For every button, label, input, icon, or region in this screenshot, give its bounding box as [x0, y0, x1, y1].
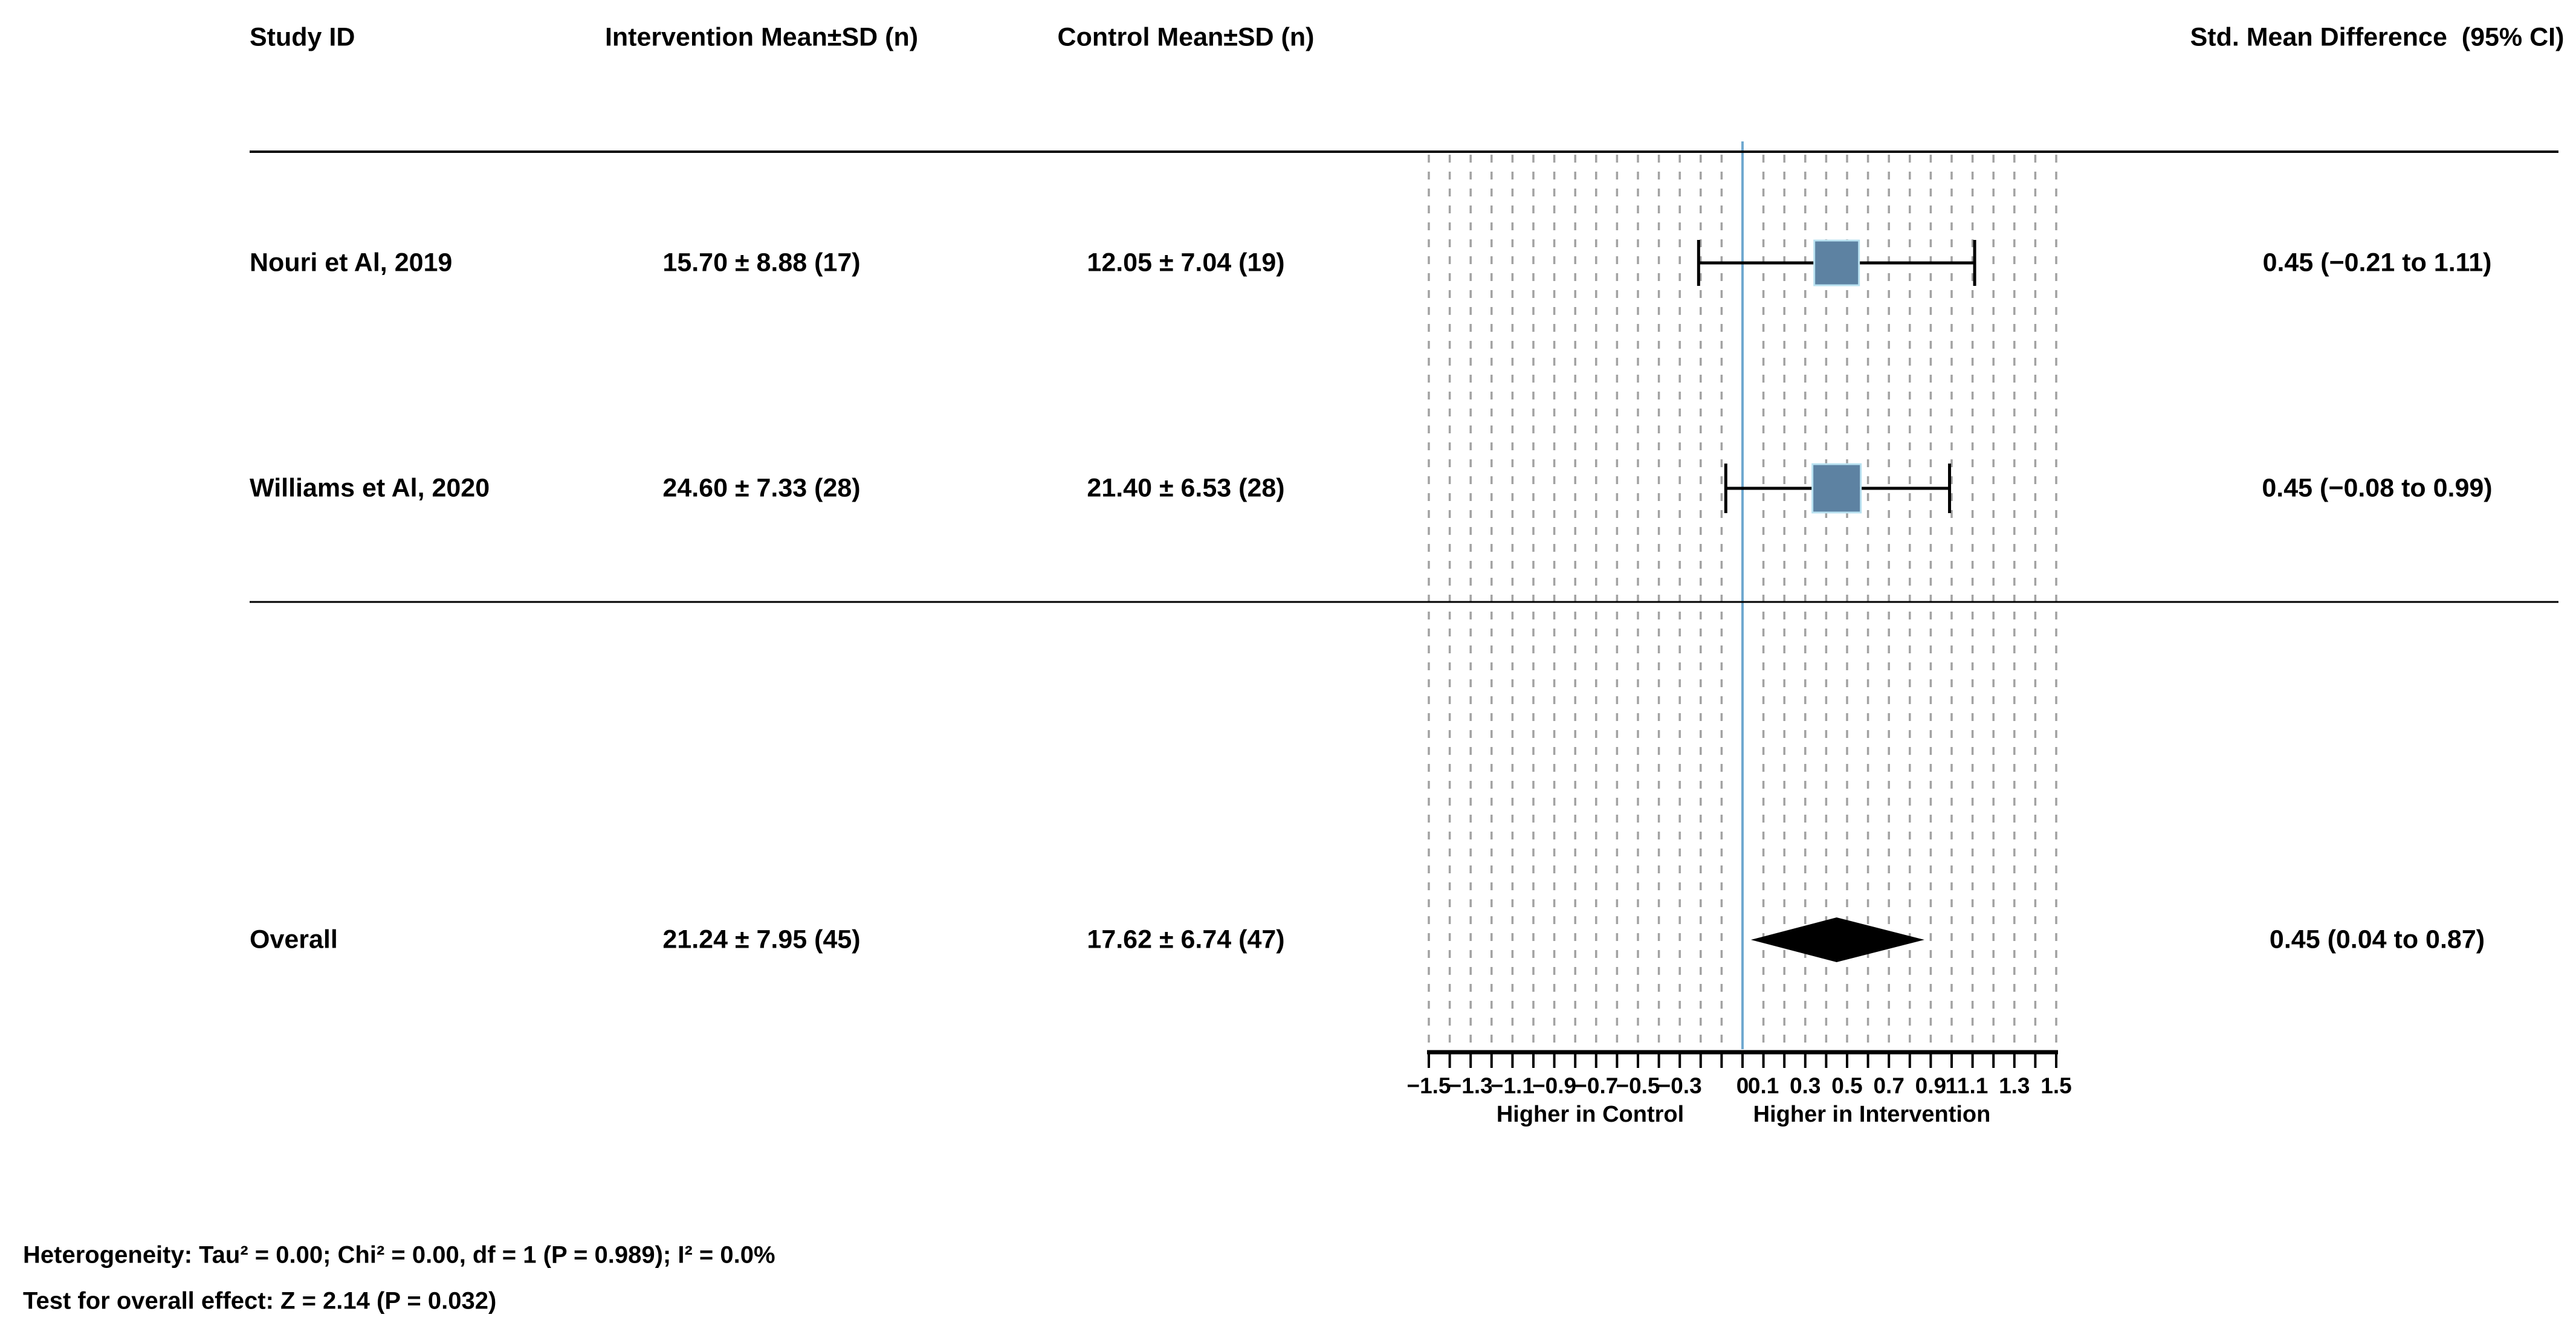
control-stat: 12.05 ± 7.04 (19): [1087, 248, 1285, 277]
overall-smd-ci-value: 0.45 (0.04 to 0.87): [2269, 925, 2485, 954]
overall-label: Overall: [250, 925, 338, 954]
intervention-stat: 15.70 ± 8.88 (17): [662, 248, 861, 277]
column-header-study-id: Study ID: [250, 22, 355, 52]
column-header-intervention: Intervention Mean±SD (n): [604, 22, 919, 52]
axis-tick-label: 0.5: [1831, 1073, 1862, 1098]
column-header-smd: Std. Mean Difference (95% CI): [2190, 22, 2565, 52]
axis-tick-label: 0.3: [1790, 1073, 1820, 1098]
column-header-control: Control Mean±SD (n): [1057, 22, 1315, 52]
axis-tick-label: 1.3: [1999, 1073, 2030, 1098]
axis-tick-label: −0.7: [1574, 1073, 1618, 1098]
axis-tick-label: 1: [1946, 1073, 1958, 1098]
smd-ci-value: 0.45 (−0.08 to 0.99): [2262, 473, 2493, 503]
overall-intervention-stat: 21.24 ± 7.95 (45): [662, 925, 861, 954]
study-marker: [1811, 463, 1862, 514]
axis-tick-label: 0.9: [1915, 1073, 1946, 1098]
axis-tick-label: −1.5: [1406, 1073, 1451, 1098]
axis-tick-label: 1.1: [1957, 1073, 1988, 1098]
study-name: Nouri et Al, 2019: [250, 248, 453, 277]
heterogeneity-note: Heterogeneity: Tau² = 0.00; Chi² = 0.00,…: [23, 1241, 775, 1269]
axis-tick-label: 0.7: [1873, 1073, 1904, 1098]
study-name: Williams et Al, 2020: [250, 473, 490, 503]
axis-tick-label: −1.1: [1490, 1073, 1535, 1098]
study-marker: [1813, 239, 1860, 286]
axis-tick-label: −0.5: [1616, 1073, 1660, 1098]
axis-tick-label: 0.1: [1748, 1073, 1779, 1098]
overall-effect-note: Test for overall effect: Z = 2.14 (P = 0…: [23, 1287, 497, 1314]
axis-tick-label: −0.3: [1658, 1073, 1702, 1098]
axis-tick-label: −1.3: [1449, 1073, 1493, 1098]
smd-ci-value: 0.45 (−0.21 to 1.11): [2262, 248, 2492, 277]
axis-label-higher-in-control: Higher in Control: [1497, 1102, 1684, 1127]
overall-diamond: [1750, 917, 1925, 962]
axis-tick-label: 0: [1736, 1073, 1749, 1098]
axis-label-higher-in-intervention: Higher in Intervention: [1753, 1102, 1991, 1127]
intervention-stat: 24.60 ± 7.33 (28): [662, 473, 861, 503]
axis-tick-label: −0.9: [1532, 1073, 1576, 1098]
control-stat: 21.40 ± 6.53 (28): [1087, 473, 1285, 503]
overall-control-stat: 17.62 ± 6.74 (47): [1087, 925, 1285, 954]
axis-tick-label: 1.5: [2040, 1073, 2071, 1098]
